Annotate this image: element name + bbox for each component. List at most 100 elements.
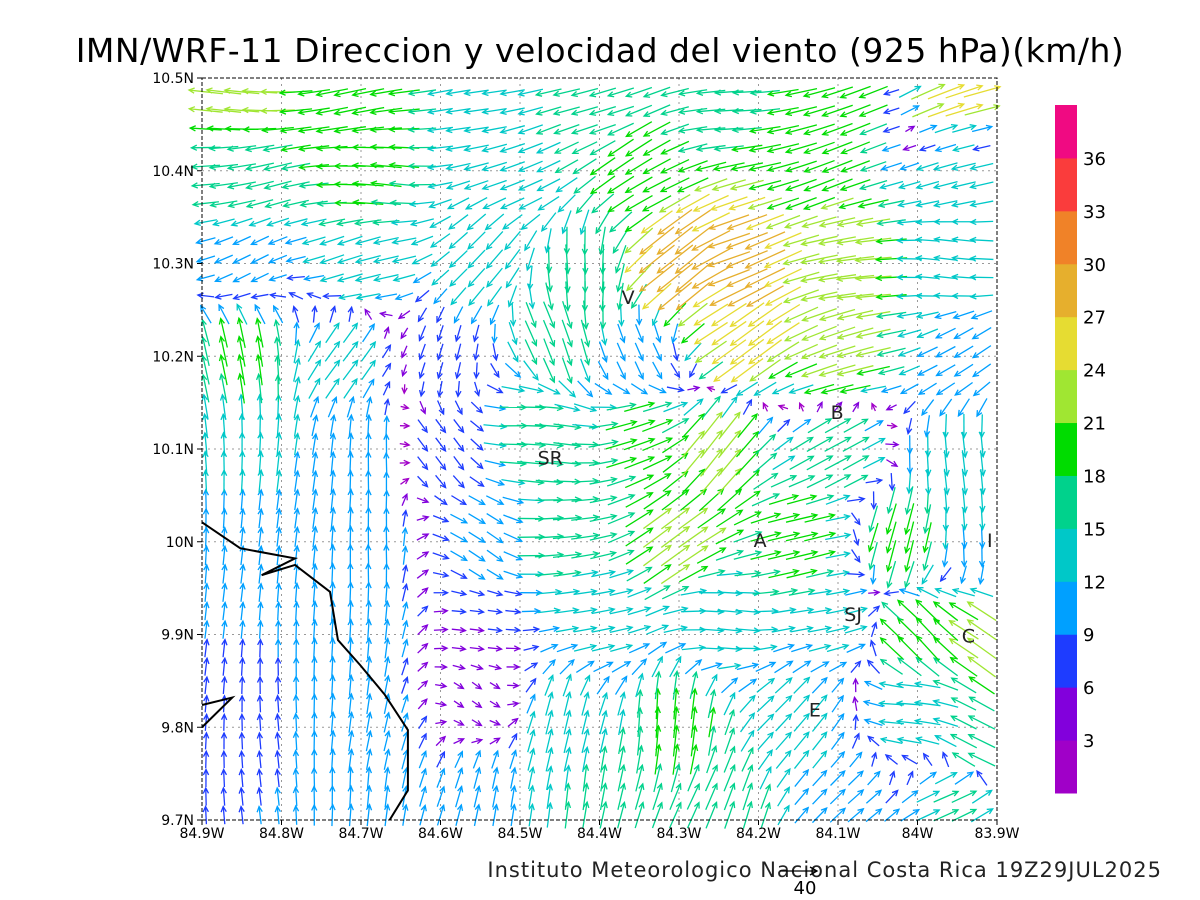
wind-arrow: [202, 488, 210, 511]
wind-arrow: [486, 512, 505, 525]
wind-arrow-shaft: [593, 661, 613, 673]
wind-arrow-shaft: [240, 602, 244, 621]
wind-arrow: [487, 589, 504, 597]
wind-arrow-shaft: [775, 732, 792, 751]
wind-arrow-shaft: [286, 255, 306, 262]
wind-arrow: [400, 327, 409, 340]
wind-arrow-shaft: [885, 790, 899, 804]
wind-arrowhead: [366, 711, 373, 719]
wind-arrow-shaft: [951, 808, 977, 822]
wind-arrow-shaft: [624, 456, 654, 470]
wind-arrow: [626, 566, 653, 582]
wind-arrow-shaft: [433, 610, 448, 613]
wind-arrow-shaft: [789, 384, 814, 394]
wind-arrow-shaft: [276, 470, 281, 493]
wind-arrow: [391, 237, 417, 245]
wind-arrow-shaft: [573, 158, 597, 174]
wind-arrow: [961, 526, 968, 550]
wind-arrow: [870, 621, 878, 638]
wind-arrow-shaft: [384, 804, 389, 827]
wind-arrow-shaft: [778, 405, 789, 410]
wind-arrow-shaft: [410, 201, 435, 206]
wind-arrow-shaft: [327, 397, 337, 418]
wind-arrowhead: [711, 673, 718, 681]
wind-arrow-shaft: [543, 301, 555, 328]
wind-arrowhead: [844, 418, 852, 425]
wind-arrowhead: [355, 294, 364, 301]
wind-arrowhead: [969, 201, 977, 208]
wind-arrow: [486, 267, 503, 288]
wind-arrowhead: [836, 370, 844, 377]
wind-arrow: [274, 768, 281, 788]
wind-arrow-shaft: [282, 162, 311, 170]
wind-arrow-shaft: [295, 620, 298, 640]
wind-arrowhead: [675, 303, 683, 311]
wind-arrow-shaft: [523, 645, 539, 651]
wind-arrowhead: [767, 695, 775, 703]
wind-arrowhead: [935, 351, 943, 358]
wind-arrow: [641, 282, 672, 310]
wind-arrow: [505, 267, 520, 289]
wind-arrowhead: [838, 769, 846, 777]
wind-arrow-shaft: [876, 238, 907, 243]
wind-arrow-shaft: [839, 198, 872, 209]
wind-arrow: [766, 341, 800, 363]
wind-arrow-shaft: [775, 750, 792, 769]
wind-arrow-shaft: [698, 570, 725, 579]
wind-arrowhead: [859, 165, 868, 172]
wind-arrow-shaft: [792, 660, 811, 674]
wind-arrow: [691, 266, 731, 289]
wind-arrowhead: [402, 619, 409, 627]
wind-arrow-shaft: [957, 398, 970, 417]
wind-arrow-shaft: [631, 658, 647, 676]
wind-arrow: [591, 588, 616, 596]
wind-arrow-shaft: [375, 293, 398, 299]
wind-arrowhead: [914, 218, 923, 226]
wind-arrowhead: [753, 608, 761, 616]
wind-arrow: [267, 236, 288, 246]
wind-arrowhead: [427, 182, 435, 190]
wind-arrow: [329, 506, 337, 530]
wind-arrow-shaft: [258, 451, 262, 475]
wind-arrow-shaft: [765, 232, 802, 249]
wind-arrow-shaft: [808, 644, 831, 652]
wind-arrowhead: [439, 767, 446, 775]
wind-arrow: [865, 477, 884, 485]
wind-arrow: [401, 657, 409, 676]
wind-arrowhead: [351, 162, 359, 169]
wind-arrow-shaft: [545, 729, 553, 754]
wind-arrowhead: [957, 409, 964, 418]
wind-arrow: [675, 193, 710, 213]
wind-arrow-shaft: [258, 432, 262, 456]
wind-arrow: [753, 472, 779, 490]
wind-arrow: [782, 289, 819, 304]
wind-arrow: [292, 656, 300, 677]
wind-arrowhead: [802, 787, 810, 795]
wind-arrowhead: [966, 637, 974, 644]
wind-arrow-shaft: [385, 582, 388, 603]
wind-arrow-shaft: [392, 237, 417, 244]
wind-arrowhead: [561, 227, 568, 235]
wind-arrow-shaft: [563, 710, 571, 735]
wind-arrowhead: [293, 637, 300, 645]
wind-arrow: [250, 272, 269, 283]
wind-arrow: [311, 600, 318, 622]
wind-arrowhead: [402, 477, 410, 485]
wind-arrow-shaft: [295, 695, 298, 714]
wind-arrow: [483, 441, 508, 449]
wind-arrowhead: [601, 709, 608, 718]
wind-arrow-shaft: [684, 342, 702, 361]
wind-arrowhead: [329, 599, 336, 608]
wind-arrow: [954, 381, 973, 396]
wind-arrow: [885, 789, 899, 804]
wind-arrow: [436, 785, 446, 807]
wind-arrowhead: [915, 599, 923, 606]
wind-arrow: [798, 401, 805, 412]
wind-arrow: [485, 230, 504, 251]
wind-arrow: [904, 486, 914, 516]
wind-arrow-shaft: [847, 789, 864, 805]
wind-arrow-shaft: [401, 345, 408, 358]
wind-arrow-shaft: [606, 476, 636, 487]
wind-arrow-shaft: [788, 475, 815, 488]
